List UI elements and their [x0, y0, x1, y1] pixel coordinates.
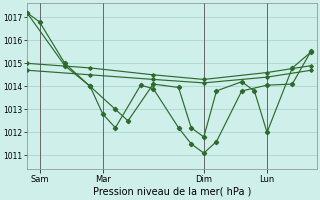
X-axis label: Pression niveau de la mer( hPa ): Pression niveau de la mer( hPa ): [92, 187, 251, 197]
